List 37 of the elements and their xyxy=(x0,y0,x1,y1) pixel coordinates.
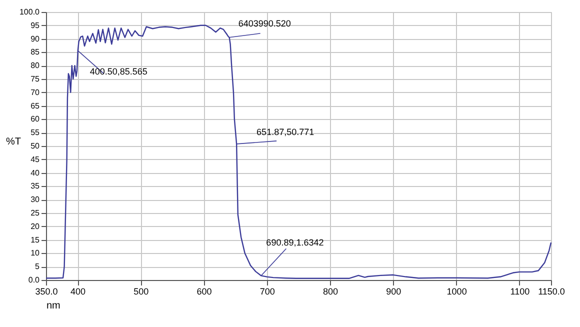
annotation: 400.50,85.565 xyxy=(90,66,148,77)
y-tick-label: 80 xyxy=(30,61,40,70)
y-tick-label: 70 xyxy=(30,88,40,97)
y-tick-label: 55 xyxy=(30,128,40,138)
y-tick-label: 10 xyxy=(30,248,40,258)
y-tick-label: 45 xyxy=(30,154,40,164)
y-tick-label: 50 xyxy=(30,142,40,150)
y-tick-label: 60 xyxy=(30,114,40,124)
x-tick-label: 800 xyxy=(323,286,338,296)
x-tick-label: 350.0 xyxy=(35,286,58,296)
y-tick-label: 75 xyxy=(30,74,40,84)
y-tick-label: 30 xyxy=(30,195,40,204)
x-tick-label: 1150.0 xyxy=(538,286,565,296)
y-tick-label: 35 xyxy=(30,182,40,191)
x-tick-label: 400 xyxy=(70,286,86,296)
annotation: 690.89,1.6342 xyxy=(266,238,324,248)
x-axis-title: nm xyxy=(46,300,60,312)
x-tick-label: 1000 xyxy=(446,286,467,296)
y-tick-label: 95 xyxy=(30,20,40,30)
x-tick-label: 1100 xyxy=(510,286,530,296)
y-tick-label: 25 xyxy=(30,208,40,218)
y-tick-label: 40 xyxy=(30,168,40,178)
annotation: 651.87,50.771 xyxy=(256,126,314,137)
y-tick-label: 0.0 xyxy=(28,276,40,284)
y-tick-label: 65 xyxy=(30,101,40,110)
x-tick-label: 500 xyxy=(134,286,149,296)
y-tick-label: 15 xyxy=(30,235,40,244)
x-tick-label: 900 xyxy=(386,286,402,296)
x-tick-label: 600 xyxy=(196,286,212,296)
y-tick-label: 100.0 xyxy=(19,8,40,16)
y-tick-label: 85 xyxy=(30,48,40,57)
y-tick-label: 5 xyxy=(35,262,40,272)
y-tick-label: 20 xyxy=(30,222,40,231)
y-tick-label: 90 xyxy=(30,34,40,44)
y-axis-title: %T xyxy=(6,136,21,148)
x-tick-label: 700 xyxy=(260,286,275,296)
annotation: 6403990.520 xyxy=(238,18,291,28)
